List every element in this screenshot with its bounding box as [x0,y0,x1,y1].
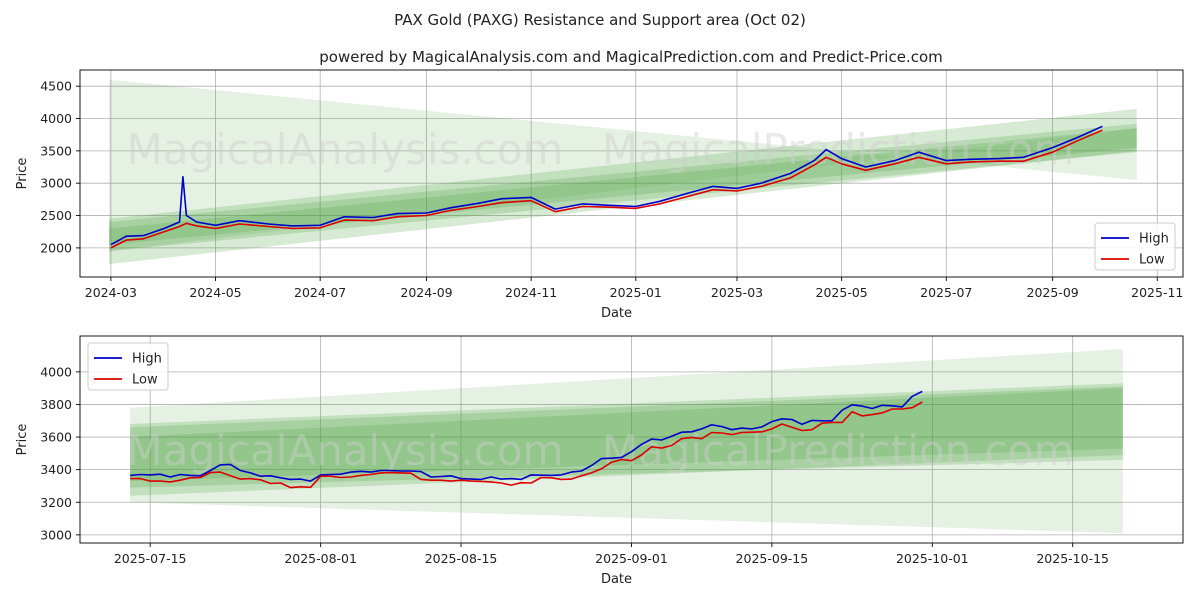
band-area [130,388,1123,482]
watermark-text: MagicalPrediction.com [602,125,1075,174]
watermark-text: MagicalAnalysis.com [127,426,564,475]
x-tick-label: 2024-03 [85,285,137,300]
x-tick-label: 2025-07 [920,285,972,300]
y-axis-label: Price [15,424,30,456]
x-tick-label: 2025-10-15 [1036,551,1109,566]
x-tick-label: 2025-07-15 [114,551,187,566]
x-tick-label: 2024-11 [505,285,557,300]
x-tick-label: 2025-09 [1027,285,1079,300]
band-area [109,79,1137,252]
low-series-line [130,401,923,489]
band-area [130,349,1123,534]
watermark-text: MagicalAnalysis.com [127,125,564,174]
x-tick-label: 2025-08-01 [284,551,357,566]
y-axis-label: Price [15,158,30,190]
band-area [109,123,1137,252]
x-tick-label: 2025-09-01 [595,551,668,566]
x-tick-label: 2024-09 [400,285,452,300]
x-tick-label: 2024-05 [189,285,241,300]
y-tick-label: 2000 [40,240,72,255]
y-tick-label: 3800 [40,397,72,412]
x-tick-label: 2024-07 [294,285,346,300]
chart-title: PAX Gold (PAXG) Resistance and Support a… [394,11,806,29]
x-tick-label: 2025-09-15 [736,551,809,566]
band-area [109,128,1137,245]
y-tick-label: 3200 [40,495,72,510]
x-tick-label: 2025-03 [711,285,763,300]
x-tick-label: 2025-08-15 [425,551,498,566]
band-area [109,108,1137,265]
legend-label-low: Low [132,373,158,388]
bottom-panel: MagicalAnalysis.com MagicalPrediction.com… [15,335,1184,587]
x-tick-label: 2025-01 [610,285,662,300]
x-axis-label: Date [601,572,632,587]
top-panel: MagicalAnalysis.com MagicalPrediction.com… [15,69,1184,321]
y-tick-label: 4500 [40,79,72,94]
y-tick-label: 4000 [40,364,72,379]
x-axis-label: Date [601,306,632,321]
x-tick-label: 2025-10-01 [896,551,969,566]
y-tick-label: 3000 [40,176,72,191]
legend-label-high: High [132,352,162,367]
legend-label-high: High [1139,232,1169,247]
watermark-text: MagicalPrediction.com [602,426,1075,475]
x-tick-label: 2025-05 [816,285,868,300]
y-tick-label: 4000 [40,111,72,126]
chart-subtitle: powered by MagicalAnalysis.com and Magic… [319,48,943,66]
y-tick-label: 3400 [40,462,72,477]
band-area [130,383,1123,496]
y-tick-label: 3000 [40,527,72,542]
low-series-line [110,129,1103,249]
y-tick-label: 2500 [40,208,72,223]
plot-frame [79,69,1184,278]
y-tick-label: 3600 [40,430,72,445]
high-series-line [130,390,923,482]
x-tick-label: 2025-11 [1131,285,1183,300]
high-series-line [110,125,1103,246]
y-tick-label: 3500 [40,143,72,158]
band-area [130,386,1123,488]
legend-label-low: Low [1139,253,1165,268]
